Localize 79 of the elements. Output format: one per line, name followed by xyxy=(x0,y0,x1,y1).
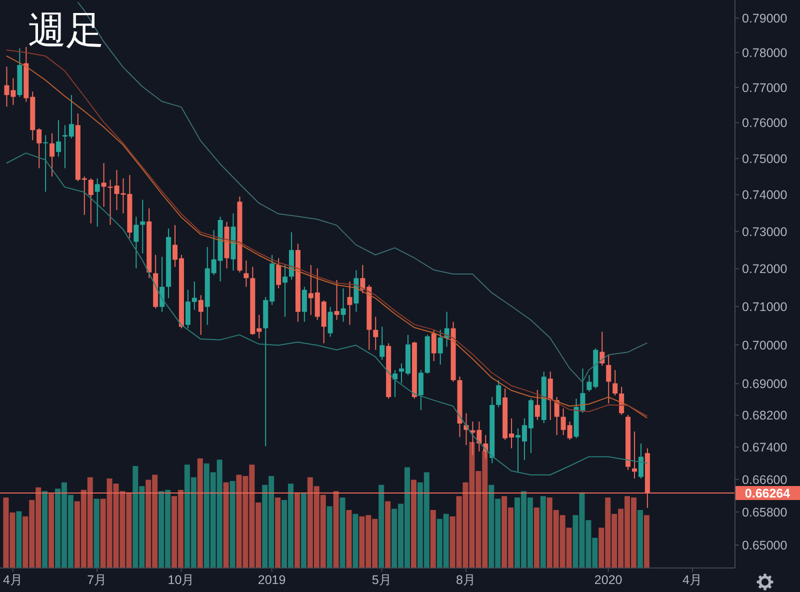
candlestick xyxy=(282,264,288,318)
candlestick xyxy=(134,216,139,269)
candlestick xyxy=(88,178,94,224)
bar xyxy=(230,481,236,568)
y-tick-label: 0.67400 xyxy=(742,440,788,455)
bar xyxy=(385,501,391,568)
candlestick xyxy=(612,370,618,396)
y-tick-label: 0.79000 xyxy=(742,12,788,26)
y-tick-label: 0.77000 xyxy=(742,80,788,95)
y-tick-label: 0.65800 xyxy=(742,505,788,520)
candlestick xyxy=(334,280,340,320)
candlestick xyxy=(276,258,282,289)
bar xyxy=(197,458,203,568)
x-tick-label: 5月 xyxy=(372,572,392,587)
x-tick-label: 4月 xyxy=(2,572,23,587)
bar xyxy=(326,506,332,568)
bar xyxy=(300,492,306,568)
candlestick xyxy=(418,370,424,411)
candlestick xyxy=(638,442,644,480)
candlestick xyxy=(373,316,378,350)
bar xyxy=(48,494,54,568)
bar xyxy=(378,484,384,568)
candlestick xyxy=(534,389,540,420)
y-tick-label: 0.66600 xyxy=(742,472,788,487)
candlestick xyxy=(431,329,436,362)
x-tick-label: 2019 xyxy=(258,572,286,587)
candlestick xyxy=(302,286,307,322)
chart-title: 週足 xyxy=(28,10,104,53)
candlestick xyxy=(244,260,249,288)
y-tick-label: 0.75000 xyxy=(742,152,788,166)
bar xyxy=(534,508,540,568)
bar xyxy=(352,514,358,568)
y-tick-label: 0.65000 xyxy=(742,538,788,552)
y-tick-label: 0.69000 xyxy=(742,377,788,392)
candlestick xyxy=(50,132,55,178)
x-tick-label: 10月 xyxy=(168,572,195,587)
bar xyxy=(540,496,546,568)
y-tick-label: 0.73000 xyxy=(742,224,788,239)
y-tick-label: 0.70000 xyxy=(742,338,788,352)
x-tick-label: 8月 xyxy=(456,572,476,587)
candlestick xyxy=(392,370,398,398)
candlestick xyxy=(56,120,62,158)
candlestick xyxy=(160,256,165,312)
y-tick-label: 0.71000 xyxy=(742,300,788,314)
candlestick xyxy=(632,431,637,480)
x-tick-label: 4月 xyxy=(682,572,702,587)
candlestick xyxy=(380,326,385,360)
x-tick-label: 7月 xyxy=(87,572,108,587)
bar xyxy=(94,498,100,568)
y-tick-label: 0.72000 xyxy=(742,262,788,276)
bar xyxy=(16,511,22,568)
ref-line-label: 0.66264 xyxy=(744,486,790,501)
candlestick xyxy=(328,306,333,338)
candlestick xyxy=(347,281,352,326)
bar xyxy=(410,480,416,568)
bar xyxy=(346,510,352,568)
bar xyxy=(223,482,229,568)
bar xyxy=(637,510,643,568)
bar xyxy=(333,491,339,568)
candlestick xyxy=(548,371,553,420)
candlestick xyxy=(101,162,106,208)
candlestick xyxy=(43,134,48,192)
candlestick xyxy=(94,178,100,228)
x-tick-label: 2020 xyxy=(594,572,622,587)
candlestick xyxy=(606,354,612,404)
bar xyxy=(294,492,300,568)
y-tick-label: 0.76000 xyxy=(742,116,788,130)
bar xyxy=(275,497,281,568)
bar xyxy=(340,497,346,568)
candlestick xyxy=(140,199,146,254)
y-tick-label: 0.68200 xyxy=(742,408,788,423)
candlestick xyxy=(198,294,204,336)
y-tick-label: 0.74000 xyxy=(742,188,788,202)
bar xyxy=(42,491,48,568)
bar xyxy=(644,515,650,568)
candlestick xyxy=(496,380,502,408)
y-tick-label: 0.78000 xyxy=(742,46,788,60)
bar xyxy=(430,510,436,568)
candlestick xyxy=(340,288,346,322)
